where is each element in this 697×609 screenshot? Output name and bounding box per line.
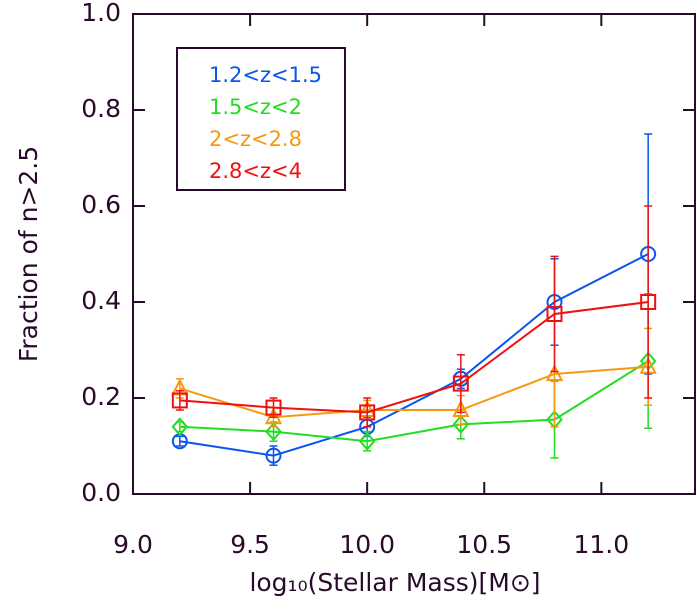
series-line	[179, 253, 649, 457]
legend-box	[176, 47, 346, 191]
marker	[452, 414, 470, 434]
series-line	[179, 365, 649, 419]
y-axis-label: Fraction of n>2.5	[14, 146, 43, 362]
x-tick-label: 10.0	[339, 530, 395, 559]
marker	[171, 417, 189, 437]
y-tick-label: 0.2	[81, 382, 121, 411]
legend-label: 2.8<z<4	[209, 159, 302, 183]
x-tick-label: 11.0	[573, 530, 629, 559]
legend-label: 2<z<2.8	[209, 127, 302, 151]
marker	[452, 399, 470, 417]
y-tick-label: 0.4	[81, 286, 121, 315]
y-tick-label: 0.0	[81, 478, 121, 507]
y-tick-label: 0.8	[81, 94, 121, 123]
marker	[546, 410, 563, 430]
plot-frame	[132, 13, 696, 495]
marker	[265, 422, 282, 442]
x-axis-label: log₁₀(Stellar Mass)[M⊙]	[249, 568, 540, 597]
marker	[452, 375, 469, 392]
series-line	[179, 301, 649, 414]
marker	[264, 406, 283, 425]
legend-label: 1.5<z<2	[209, 95, 302, 119]
marker	[265, 399, 282, 416]
y-tick-label: 1.0	[81, 0, 121, 27]
y-tick-label: 0.6	[81, 190, 121, 219]
marker	[545, 363, 564, 381]
marker	[265, 447, 282, 464]
marker	[359, 404, 376, 421]
x-tick-label: 9.0	[113, 530, 153, 559]
marker	[546, 306, 563, 322]
marker	[640, 294, 657, 310]
x-tick-label: 10.5	[456, 530, 512, 559]
marker	[171, 392, 188, 409]
x-tick-label: 9.5	[230, 530, 270, 559]
series-line	[179, 360, 649, 443]
legend-label: 1.2<z<1.5	[209, 63, 322, 87]
marker	[358, 431, 376, 451]
